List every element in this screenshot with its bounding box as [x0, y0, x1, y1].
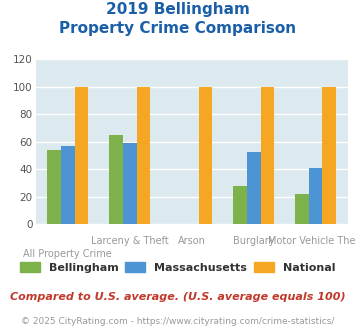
Bar [61, 146, 75, 224]
Text: All Property Crime: All Property Crime [23, 249, 112, 259]
Bar [295, 194, 309, 224]
Text: Arson: Arson [178, 236, 206, 246]
Bar [198, 87, 212, 224]
Text: Burglary: Burglary [233, 236, 274, 246]
Text: © 2025 CityRating.com - https://www.cityrating.com/crime-statistics/: © 2025 CityRating.com - https://www.city… [21, 317, 334, 326]
Bar [247, 151, 261, 224]
Bar [123, 143, 137, 224]
Bar [75, 87, 88, 224]
Bar [309, 168, 322, 224]
Text: Motor Vehicle Theft: Motor Vehicle Theft [268, 236, 355, 246]
Text: Property Crime Comparison: Property Crime Comparison [59, 21, 296, 36]
Legend: Bellingham, Massachusetts, National: Bellingham, Massachusetts, National [16, 258, 339, 278]
Bar [261, 87, 274, 224]
Bar [137, 87, 150, 224]
Bar [109, 135, 123, 224]
Bar [322, 87, 336, 224]
Text: Compared to U.S. average. (U.S. average equals 100): Compared to U.S. average. (U.S. average … [10, 292, 345, 302]
Bar [47, 150, 61, 224]
Text: Larceny & Theft: Larceny & Theft [91, 236, 169, 246]
Bar [233, 186, 247, 224]
Text: 2019 Bellingham: 2019 Bellingham [105, 2, 250, 16]
